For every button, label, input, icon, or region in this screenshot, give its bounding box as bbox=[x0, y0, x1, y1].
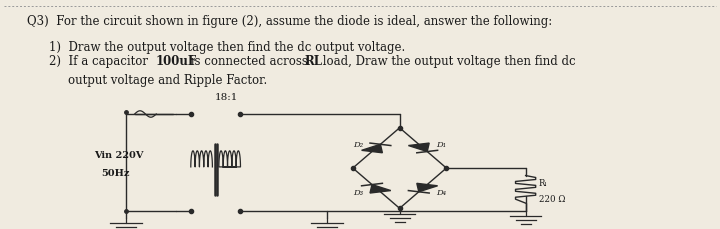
Text: D₄: D₄ bbox=[436, 188, 446, 196]
Text: load, Draw the output voltage then find dc: load, Draw the output voltage then find … bbox=[319, 55, 575, 68]
Text: is connected across: is connected across bbox=[187, 55, 312, 68]
Text: Vin 220V: Vin 220V bbox=[94, 150, 143, 159]
Text: D₂: D₂ bbox=[353, 140, 364, 148]
Polygon shape bbox=[408, 143, 429, 152]
Text: 220 Ω: 220 Ω bbox=[539, 194, 565, 203]
Text: RL: RL bbox=[305, 55, 323, 68]
Text: Q3)  For the circuit shown in figure (2), assume the diode is ideal, answer the : Q3) For the circuit shown in figure (2),… bbox=[27, 15, 553, 28]
Text: Rₗ: Rₗ bbox=[539, 178, 547, 187]
Text: D₁: D₁ bbox=[436, 140, 446, 148]
Text: D₃: D₃ bbox=[353, 188, 364, 196]
Text: 50Hz: 50Hz bbox=[101, 168, 130, 177]
Text: 1)  Draw the output voltage then find the dc output voltage.: 1) Draw the output voltage then find the… bbox=[49, 41, 405, 54]
Text: 18:1: 18:1 bbox=[215, 93, 238, 102]
Polygon shape bbox=[361, 145, 382, 153]
Text: 100uF: 100uF bbox=[156, 55, 197, 68]
Text: 2)  If a capacitor: 2) If a capacitor bbox=[49, 55, 152, 68]
Text: output voltage and Ripple Factor.: output voltage and Ripple Factor. bbox=[68, 73, 268, 86]
Polygon shape bbox=[370, 185, 391, 193]
Polygon shape bbox=[417, 183, 438, 192]
